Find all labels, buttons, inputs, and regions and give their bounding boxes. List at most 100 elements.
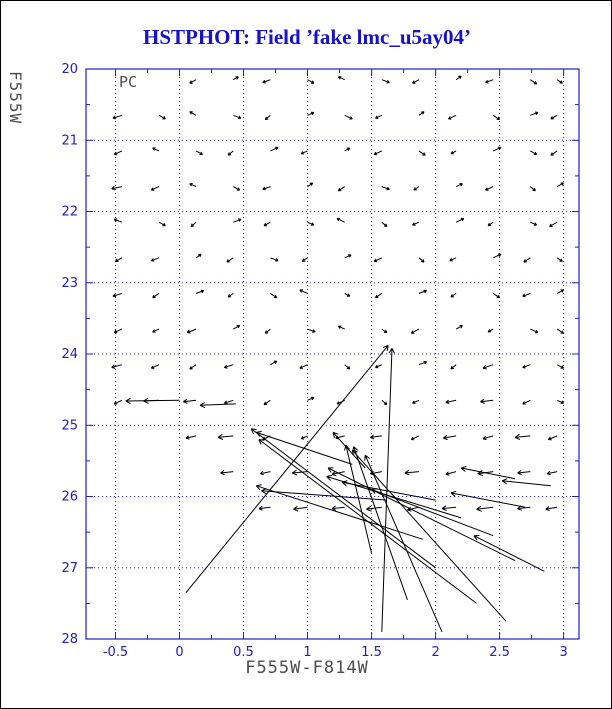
vector-arrow — [113, 150, 123, 156]
vector-arrow — [307, 111, 315, 116]
long-vector-arrow — [255, 430, 353, 465]
long-vector-arrow — [199, 402, 236, 409]
vector-arrow — [195, 253, 202, 259]
long-vector-arrow — [125, 397, 180, 405]
vector-arrow — [550, 114, 558, 120]
vector-arrow — [418, 257, 425, 263]
vector-arrow — [445, 471, 457, 476]
vector-arrow — [344, 147, 351, 152]
vector-arrow — [381, 328, 388, 334]
vector-arrow — [545, 506, 558, 512]
vector-arrow — [112, 114, 123, 120]
vector-arrow — [529, 186, 536, 192]
vector-arrow — [381, 221, 388, 227]
vector-arrow — [233, 114, 242, 120]
vector-arrow — [158, 114, 166, 120]
vector-arrow — [530, 79, 538, 85]
vector-arrow — [487, 328, 494, 333]
long-vector-arrow — [327, 467, 516, 562]
vector-arrow — [442, 434, 457, 441]
vector-arrow — [344, 292, 351, 297]
vector-arrow — [300, 435, 308, 440]
vector-arrow — [412, 79, 420, 84]
long-vector-arrow — [450, 490, 526, 508]
vector-arrow — [331, 505, 345, 511]
vector-arrow — [556, 364, 565, 369]
vector-arrow — [300, 150, 308, 155]
vector-arrow — [370, 434, 382, 440]
vector-arrow — [522, 399, 531, 405]
vector-arrow — [556, 289, 565, 294]
long-vector-arrow — [250, 428, 436, 569]
vector-arrow — [263, 221, 271, 227]
y-tick-label: 22 — [61, 205, 78, 220]
vector-arrow — [455, 217, 465, 223]
x-tick-label: 0 — [175, 645, 183, 660]
vector-arrow — [299, 289, 308, 294]
x-tick-label: 2 — [431, 645, 439, 660]
vector-arrow — [381, 79, 390, 84]
vector-arrow — [375, 364, 383, 369]
vector-arrow — [113, 218, 123, 223]
vector-arrow — [530, 111, 539, 116]
vector-arrow — [523, 257, 531, 263]
vector-arrow — [270, 360, 278, 366]
vector-arrow — [270, 146, 279, 152]
long-vector-arrow — [381, 348, 395, 632]
vector-arrow — [514, 433, 531, 440]
vector-arrow — [450, 364, 457, 370]
vector-arrow — [226, 257, 234, 263]
y-tick-label: 23 — [61, 276, 78, 291]
vector-arrow — [550, 150, 558, 156]
vector-arrow — [336, 217, 345, 223]
y-tick-label: 24 — [61, 347, 78, 362]
vector-arrow — [556, 399, 564, 404]
vector-arrow — [152, 292, 160, 299]
vector-arrow — [441, 505, 457, 511]
vector-arrow — [233, 76, 239, 81]
vector-arrow — [186, 328, 197, 334]
vector-arrow — [113, 328, 123, 334]
vector-arrow — [556, 257, 563, 262]
y-tick-label: 26 — [61, 490, 78, 505]
long-vector-arrow — [185, 344, 389, 594]
vector-arrow — [195, 150, 203, 155]
vector-arrow — [375, 114, 383, 119]
vector-arrow — [337, 186, 345, 192]
vector-arrow — [492, 253, 502, 259]
panel-label: PC — [119, 73, 138, 91]
vector-arrow — [410, 435, 420, 441]
vector-arrow — [492, 114, 501, 121]
vector-arrow — [233, 325, 241, 330]
x-axis-label: F555W-F814W — [245, 658, 369, 678]
vector-arrow — [445, 399, 457, 404]
vector-arrow — [259, 470, 271, 476]
vector-arrow — [111, 364, 123, 369]
vector-arrow — [299, 364, 308, 369]
vector-arrow — [150, 186, 160, 191]
vector-arrow — [150, 364, 160, 369]
x-tick-label: -0.5 — [103, 645, 128, 660]
vector-arrow — [337, 76, 345, 81]
vector-arrow — [189, 111, 197, 116]
vector-arrow — [264, 114, 271, 121]
long-vector-arrow — [501, 478, 551, 487]
vector-arrow — [190, 221, 197, 227]
vector-arrow — [223, 364, 234, 369]
vector-arrow — [307, 182, 314, 188]
vector-arrow — [227, 150, 234, 156]
vector-arrow — [344, 254, 352, 259]
vector-arrow — [450, 292, 457, 298]
vector-arrow — [530, 328, 539, 334]
vector-arrow — [412, 399, 420, 404]
long-vector-arrow — [351, 449, 507, 622]
vector-arrow — [291, 469, 308, 476]
vector-arrow — [337, 325, 345, 330]
vector-arrow — [373, 257, 383, 263]
vector-arrow — [263, 399, 271, 406]
vector-arrow — [480, 398, 494, 404]
long-vector-arrow — [332, 431, 366, 469]
x-tick-label: 0.5 — [233, 645, 254, 660]
